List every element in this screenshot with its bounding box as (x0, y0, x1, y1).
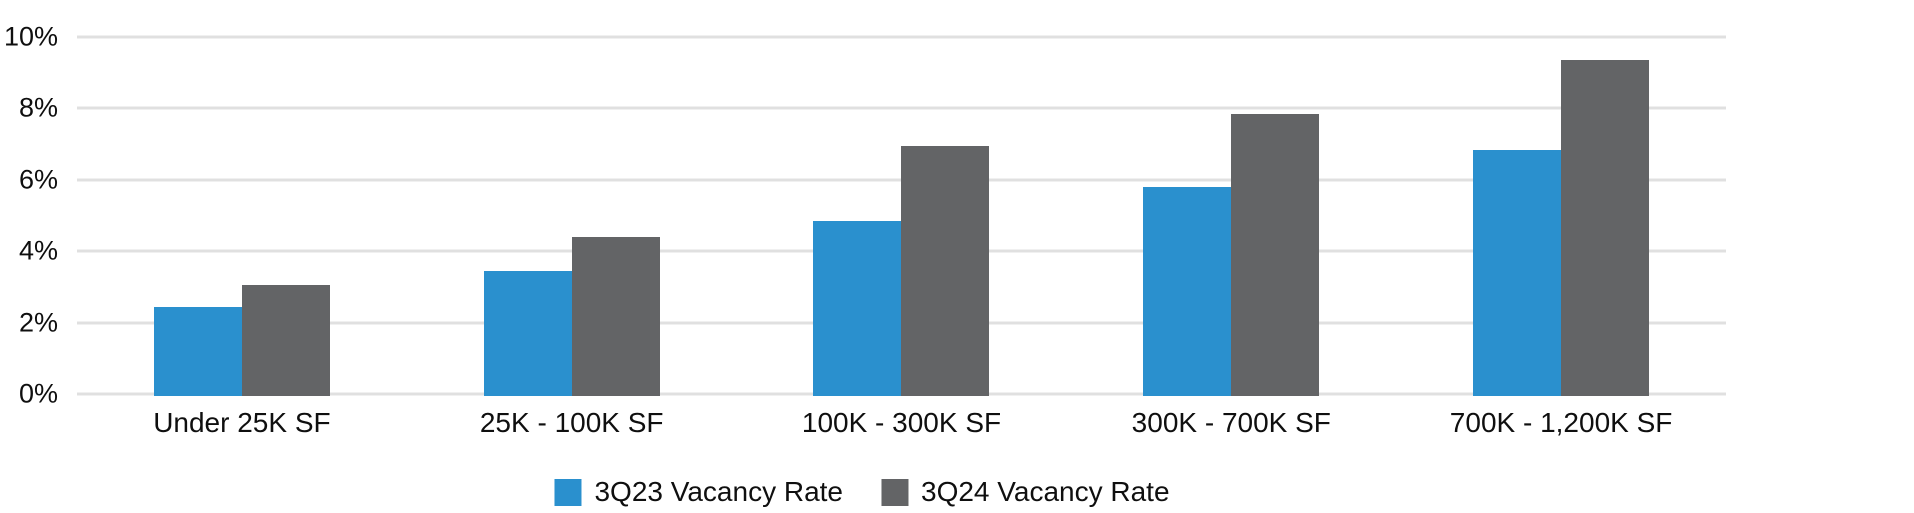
y-tick-label-6: 6% (18, 164, 58, 195)
plot-area (77, 35, 1726, 396)
bar-group-2 (737, 37, 1067, 396)
x-axis: Under 25K SF 25K - 100K SF 100K - 300K SF 3… (77, 407, 1726, 439)
bar-series1-cat0 (241, 285, 330, 396)
bar-group-4 (1396, 37, 1726, 396)
y-tick-label-0: 0% (18, 378, 58, 409)
legend-swatch-3q24 (881, 478, 908, 506)
gridline-10 (77, 35, 1726, 39)
y-tick-label-2: 2% (18, 307, 58, 338)
bar-series1-cat4 (1561, 60, 1650, 396)
bar-series0-cat1 (483, 271, 572, 396)
bar-series0-cat3 (1143, 187, 1232, 396)
x-tick-label-1: 25K - 100K SF (479, 407, 664, 438)
legend-item-3q23: 3Q23 Vacancy Rate (554, 477, 843, 507)
bar-series0-cat4 (1473, 149, 1562, 396)
bar-series0-cat0 (153, 306, 242, 396)
x-tick-label-3: 300K - 700K SF (1131, 407, 1331, 438)
legend-label-3q24: 3Q24 Vacancy Rate (921, 476, 1170, 507)
x-tick-label-2: 100K - 300K SF (801, 407, 1002, 438)
y-axis: 10% 8% 6% 4% 2% 0% (0, 23, 58, 407)
gridline-8 (77, 106, 1726, 110)
y-tick-label-10: 10% (3, 21, 58, 52)
bar-group-1 (407, 37, 737, 396)
legend-item-3q24: 3Q24 Vacancy Rate (881, 477, 1170, 507)
legend: 3Q23 Vacancy Rate 3Q24 Vacancy Rate (554, 477, 1170, 507)
legend-swatch-3q23 (554, 478, 582, 506)
bar-groups (77, 37, 1726, 396)
bar-group-0 (77, 37, 407, 396)
x-tick-label-4: 700K - 1,200K SF (1449, 407, 1673, 438)
legend-label-3q23: 3Q23 Vacancy Rate (594, 476, 843, 507)
bar-series1-cat3 (1231, 113, 1320, 396)
y-tick-label-8: 8% (18, 92, 58, 123)
bar-series0-cat2 (813, 221, 902, 396)
x-tick-label-0: Under 25K SF (153, 407, 331, 438)
bar-series1-cat1 (571, 237, 660, 396)
bar-series1-cat2 (901, 146, 990, 396)
y-tick-label-4: 4% (18, 235, 58, 266)
bar-group-3 (1066, 37, 1396, 396)
